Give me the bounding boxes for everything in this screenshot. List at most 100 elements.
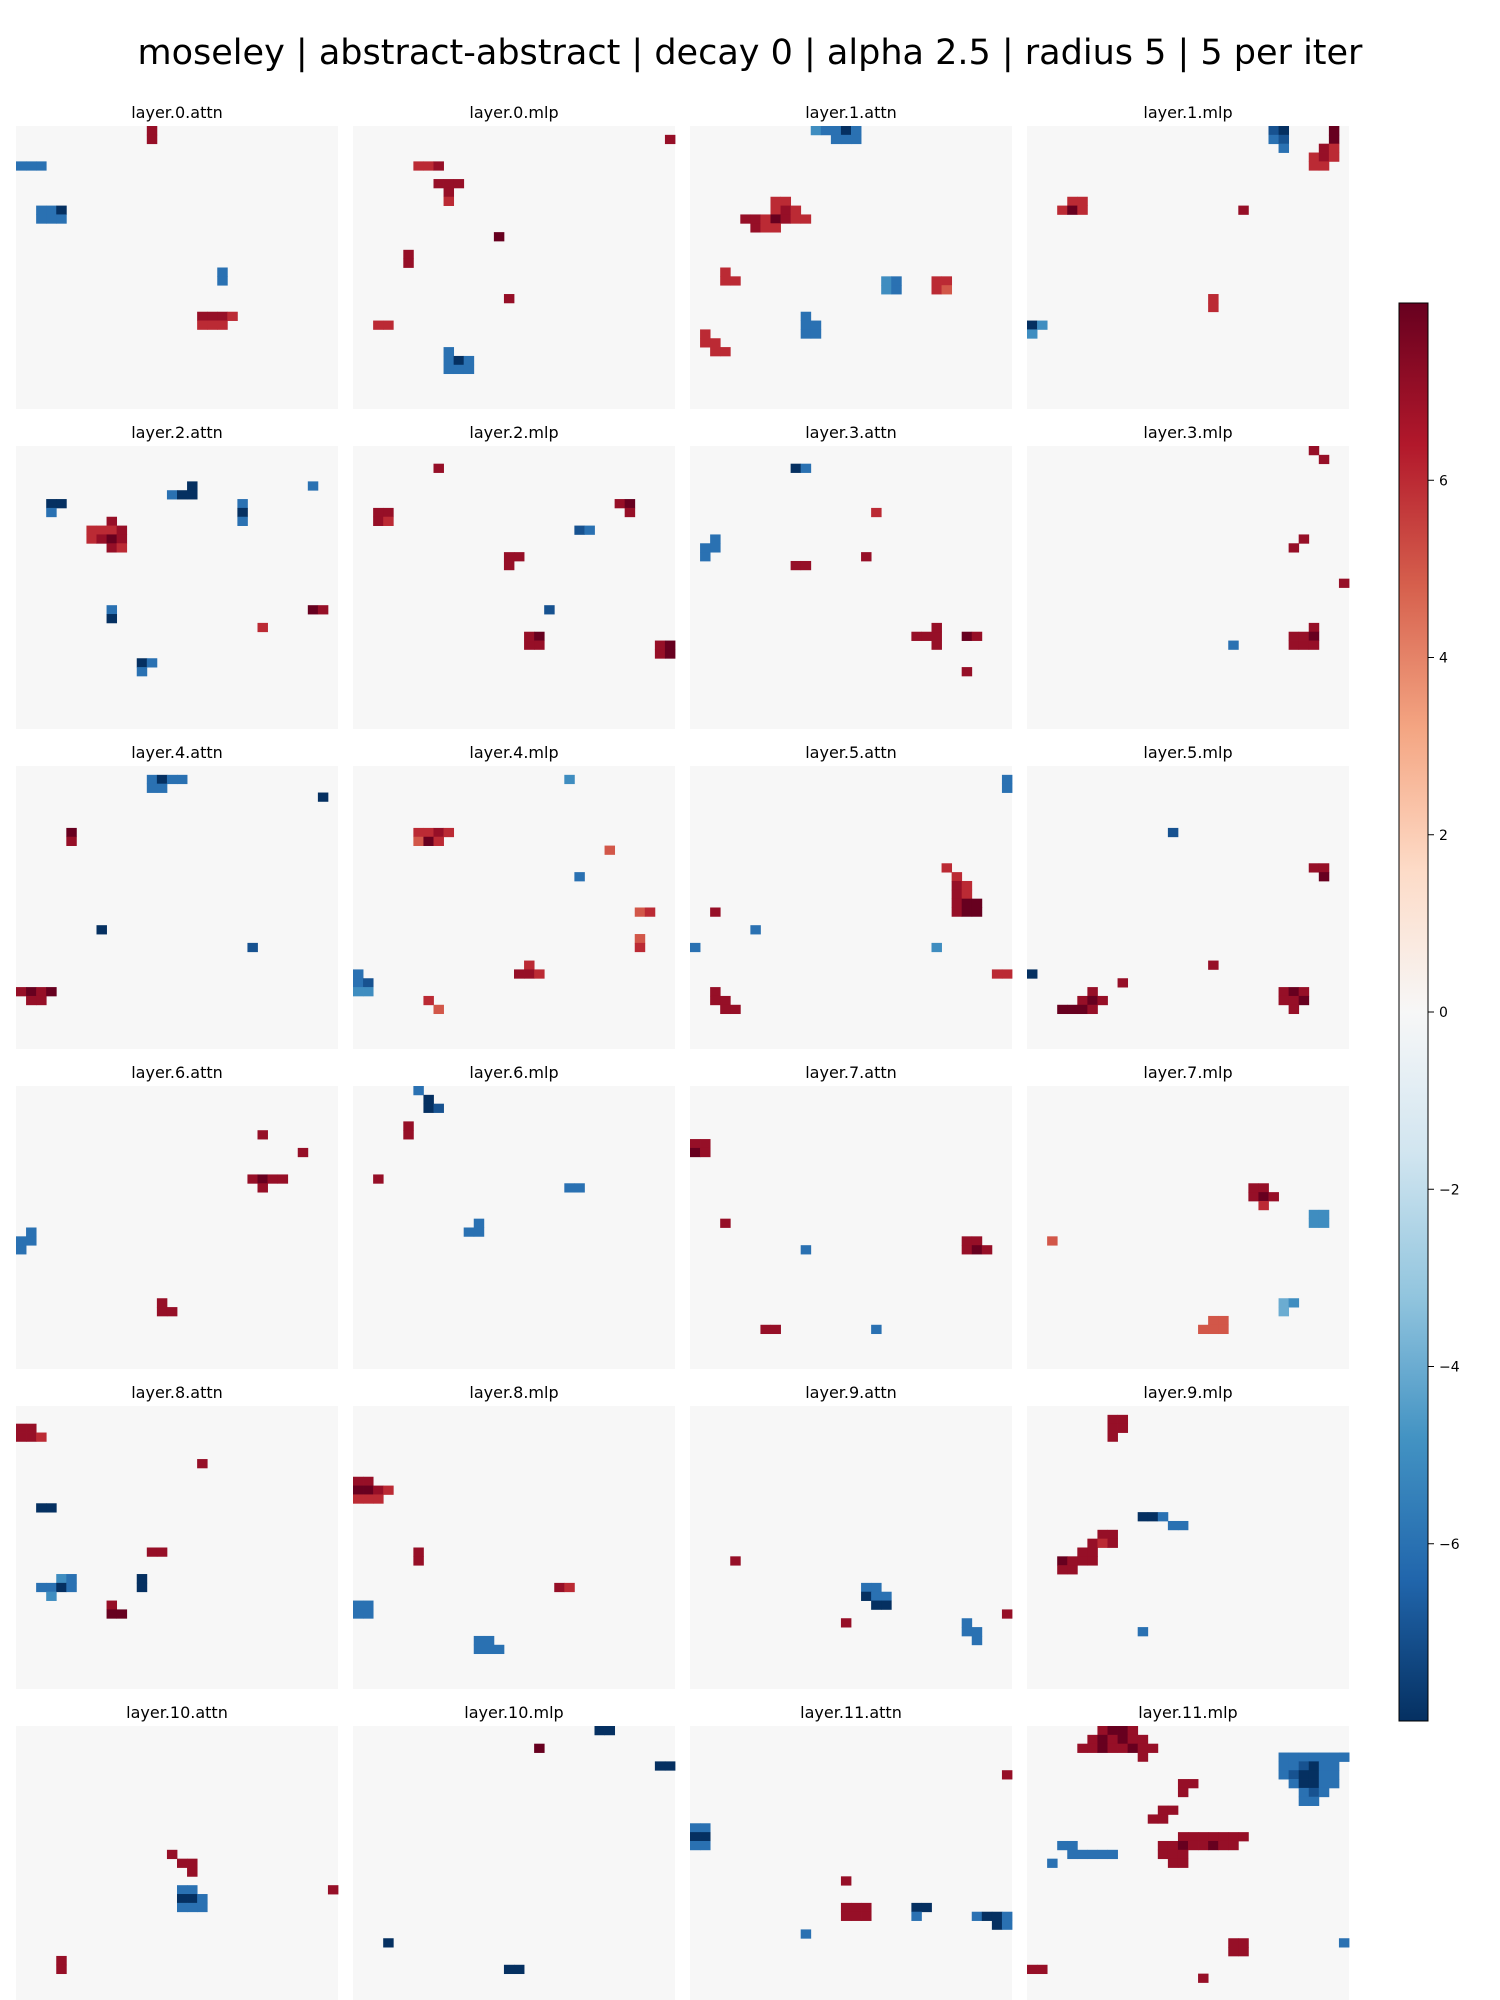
heatmap-cell: [1308, 1752, 1320, 1762]
heatmap-cell: [1238, 1832, 1249, 1842]
heatmap-cell: [146, 126, 158, 136]
heatmap-cell: [1198, 1832, 1209, 1842]
colorbar-tick-label: 2: [1439, 828, 1448, 844]
heatmap-cell: [1278, 126, 1290, 136]
panel-background: [690, 126, 1012, 409]
heatmap-cell: [1127, 1743, 1139, 1753]
heatmap-cell: [1278, 1770, 1290, 1780]
heatmap-cell: [971, 898, 983, 908]
heatmap-cell: [36, 1582, 47, 1593]
heatmap-cell: [1057, 1840, 1068, 1851]
heatmap-cell: [524, 640, 535, 650]
heatmap-cell: [700, 1832, 711, 1842]
heatmap-cell: [1137, 1752, 1149, 1762]
heatmap-cell: [227, 311, 238, 321]
heatmap-cell: [116, 525, 128, 535]
heatmap-cell: [760, 214, 771, 224]
panel-background: [690, 1406, 1012, 1689]
heatmap-cell: [780, 205, 792, 215]
heatmap-cell: [493, 232, 505, 242]
heatmap-cell: [1077, 196, 1088, 206]
heatmap-cell: [116, 543, 128, 553]
heatmap-cell: [433, 463, 444, 473]
heatmap-cell: [1188, 1840, 1199, 1851]
heatmap-cell: [36, 1432, 47, 1442]
heatmap-cell: [1288, 987, 1300, 997]
heatmap-cell: [961, 880, 973, 891]
heatmap-cell: [1268, 1192, 1279, 1202]
heatmap-cell: [1308, 863, 1320, 873]
panel-title: layer.4.attn: [131, 743, 223, 762]
heatmap-cell: [1328, 1770, 1340, 1780]
panel-background: [1027, 126, 1349, 409]
heatmap-cell: [1318, 872, 1330, 882]
heatmap-cell: [96, 534, 107, 544]
heatmap-cell: [1208, 1324, 1219, 1335]
colorbar-bar: [1398, 302, 1429, 1722]
heatmap-cell: [187, 1867, 198, 1877]
heatmap-cell: [363, 1485, 374, 1495]
heatmap-cell: [473, 1227, 485, 1237]
heatmap-cell: [277, 1174, 289, 1184]
panel-background: [16, 1086, 338, 1369]
heatmap-cell: [800, 311, 812, 321]
heatmap-cell: [156, 1307, 168, 1317]
heatmap-cell: [1157, 1840, 1169, 1851]
heatmap-cell: [1097, 1538, 1108, 1548]
heatmap-cell: [1117, 1423, 1129, 1433]
heatmap-cell: [840, 1876, 852, 1886]
heatmap-cell: [96, 525, 107, 535]
heatmap-cell: [1318, 161, 1330, 171]
heatmap-panel: layer.8.attn: [16, 1383, 338, 1689]
heatmap-cell: [353, 1485, 364, 1495]
heatmap-cell: [961, 1627, 973, 1637]
heatmap-cell: [800, 329, 812, 339]
heatmap-panel: layer.2.mlp: [353, 423, 676, 729]
heatmap-cell: [1037, 1964, 1048, 1975]
heatmap-cell: [166, 490, 178, 500]
heatmap-cell: [96, 925, 107, 935]
heatmap-cell: [1117, 1414, 1129, 1425]
panel-title: layer.11.attn: [800, 1703, 902, 1722]
heatmap-cell: [463, 364, 475, 375]
panel-title: layer.5.mlp: [1143, 743, 1232, 762]
heatmap-cell: [1298, 1761, 1310, 1771]
heatmap-cell: [730, 1556, 741, 1566]
heatmap-panel: layer.9.mlp: [1027, 1383, 1349, 1689]
heatmap-cell: [1027, 1964, 1038, 1975]
heatmap-cell: [514, 552, 525, 562]
heatmap-cell: [534, 640, 545, 650]
heatmap-cell: [1107, 1538, 1118, 1548]
heatmap-cell: [156, 783, 168, 793]
heatmap-cell: [941, 285, 953, 295]
heatmap-cell: [1087, 995, 1098, 1006]
heatmap-cell: [26, 1236, 37, 1246]
heatmap-cell: [453, 355, 465, 366]
heatmap-cell: [911, 1902, 922, 1913]
heatmap-cell: [66, 827, 77, 838]
heatmap-cell: [1218, 1324, 1229, 1335]
heatmap-cell: [257, 1183, 268, 1193]
heatmap-cell: [177, 490, 188, 500]
heatmap-cell: [851, 134, 862, 145]
heatmap-cell: [1198, 1840, 1209, 1851]
heatmap-cell: [1188, 1779, 1199, 1789]
heatmap-cell: [1147, 1512, 1159, 1522]
heatmap-cell: [1278, 1307, 1290, 1317]
figure-title: moseley | abstract-abstract | decay 0 | …: [138, 33, 1364, 73]
heatmap-cell: [534, 1743, 545, 1753]
panel-background: [353, 1726, 675, 2000]
heatmap-cell: [237, 516, 248, 526]
heatmap-cell: [16, 1432, 27, 1442]
heatmap-cell: [383, 1485, 394, 1495]
heatmap-cell: [861, 1582, 872, 1593]
heatmap-cell: [1107, 1529, 1118, 1540]
heatmap-panel: layer.3.mlp: [1027, 423, 1350, 729]
heatmap-panel: layer.10.mlp: [353, 1703, 676, 2000]
heatmap-cell: [1318, 1752, 1330, 1762]
colorbar-tick-label: 6: [1439, 473, 1448, 489]
heatmap-cell: [363, 987, 374, 997]
heatmap-cell: [1288, 1770, 1300, 1780]
heatmap-cell: [584, 525, 595, 535]
